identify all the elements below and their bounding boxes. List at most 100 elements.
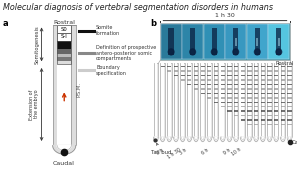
- Polygon shape: [175, 137, 177, 140]
- Bar: [201, 79, 205, 81]
- Bar: [287, 93, 292, 94]
- Bar: [248, 63, 251, 137]
- Bar: [228, 101, 232, 103]
- Bar: [228, 106, 232, 107]
- Bar: [256, 38, 258, 46]
- Text: 9 h: 9 h: [223, 147, 232, 156]
- Bar: [234, 115, 238, 116]
- Bar: [201, 88, 205, 90]
- Bar: [274, 124, 278, 125]
- Bar: [241, 70, 245, 72]
- Bar: [241, 66, 245, 67]
- Polygon shape: [228, 137, 231, 140]
- Bar: [57, 57, 71, 61]
- Bar: [287, 124, 292, 125]
- Bar: [287, 97, 292, 99]
- Bar: [254, 97, 258, 99]
- Bar: [234, 79, 238, 81]
- Bar: [214, 88, 218, 90]
- Bar: [204, 24, 225, 60]
- Bar: [71, 24, 76, 146]
- Text: Caudal: Caudal: [292, 140, 297, 145]
- Bar: [207, 66, 211, 67]
- Bar: [268, 124, 272, 125]
- Bar: [221, 70, 225, 72]
- Bar: [247, 101, 252, 103]
- Polygon shape: [207, 137, 211, 142]
- Bar: [57, 61, 71, 64]
- Bar: [58, 25, 71, 33]
- Bar: [194, 75, 198, 76]
- Bar: [201, 75, 205, 76]
- Bar: [282, 63, 284, 137]
- Text: S0: S0: [61, 27, 68, 32]
- Bar: [268, 106, 272, 107]
- Text: Caudal: Caudal: [53, 161, 75, 166]
- Bar: [160, 63, 165, 137]
- Polygon shape: [282, 137, 284, 140]
- Polygon shape: [57, 146, 71, 150]
- Bar: [274, 66, 278, 67]
- Bar: [187, 66, 191, 67]
- Bar: [175, 63, 177, 137]
- Bar: [174, 63, 178, 137]
- Bar: [261, 101, 265, 103]
- Polygon shape: [288, 137, 291, 140]
- Bar: [274, 84, 278, 85]
- Bar: [241, 110, 245, 112]
- Bar: [174, 66, 178, 67]
- Text: P.S.M.: P.S.M.: [77, 82, 82, 97]
- Polygon shape: [188, 137, 191, 140]
- Bar: [214, 70, 218, 72]
- Bar: [254, 66, 258, 67]
- Bar: [268, 75, 272, 76]
- Bar: [181, 75, 185, 76]
- Bar: [247, 63, 252, 137]
- Circle shape: [255, 49, 260, 55]
- Bar: [261, 115, 265, 116]
- Bar: [247, 110, 252, 112]
- Bar: [214, 75, 218, 76]
- Text: Tail bud: Tail bud: [151, 143, 171, 155]
- Bar: [221, 84, 225, 85]
- Bar: [274, 88, 278, 90]
- Bar: [215, 63, 217, 137]
- Bar: [160, 66, 165, 67]
- Text: 6 h: 6 h: [200, 147, 209, 156]
- Bar: [274, 115, 278, 116]
- Bar: [287, 79, 292, 81]
- Bar: [254, 93, 258, 94]
- Bar: [255, 63, 257, 137]
- Text: b: b: [150, 19, 156, 28]
- Bar: [254, 88, 258, 90]
- Bar: [247, 124, 252, 125]
- Bar: [190, 28, 195, 55]
- Bar: [228, 84, 232, 85]
- Polygon shape: [181, 137, 184, 140]
- Bar: [288, 63, 291, 137]
- Polygon shape: [261, 137, 265, 142]
- Bar: [287, 115, 292, 116]
- Text: 1 h 30: 1 h 30: [167, 147, 182, 160]
- Bar: [241, 75, 245, 76]
- Bar: [254, 84, 258, 85]
- Bar: [261, 88, 265, 90]
- Bar: [274, 110, 278, 112]
- Bar: [214, 97, 218, 99]
- Text: Molecular diagnosis of vertebral segmentation disorders in humans: Molecular diagnosis of vertebral segment…: [3, 3, 273, 12]
- Bar: [281, 66, 285, 67]
- Bar: [254, 106, 258, 107]
- Text: 0 h: 0 h: [156, 147, 165, 156]
- Bar: [281, 79, 285, 81]
- Circle shape: [276, 49, 282, 55]
- Bar: [261, 79, 265, 81]
- Bar: [154, 63, 157, 137]
- Bar: [268, 70, 272, 72]
- Bar: [214, 79, 218, 81]
- Bar: [287, 84, 292, 85]
- Bar: [281, 63, 285, 137]
- Bar: [234, 101, 238, 103]
- Text: Rostral: Rostral: [53, 20, 75, 25]
- Bar: [247, 70, 252, 72]
- Bar: [281, 97, 285, 99]
